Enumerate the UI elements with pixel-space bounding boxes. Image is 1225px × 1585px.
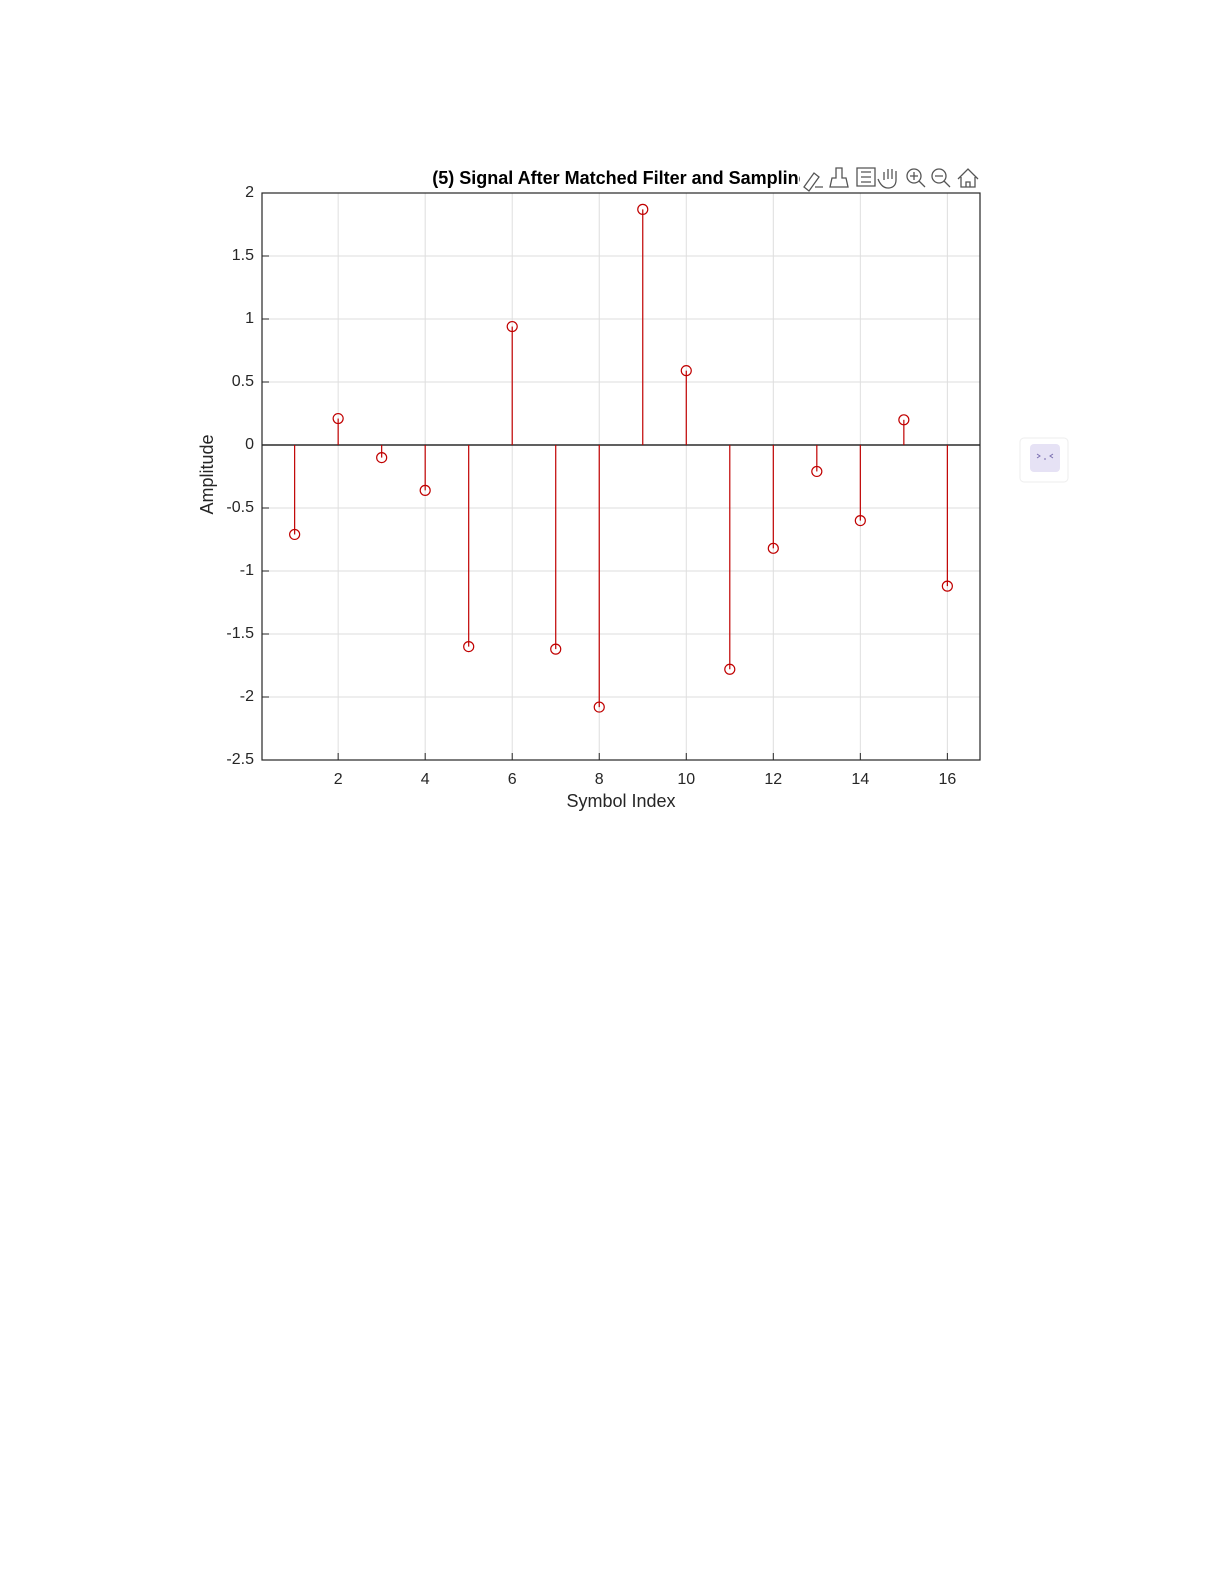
stem-marker (463, 640, 475, 653)
stem-marker (637, 203, 649, 215)
x-tick-label: 2 (334, 771, 343, 788)
widget-button[interactable] (1030, 444, 1060, 472)
y-tick-label: -1 (240, 562, 254, 579)
stem-marker (724, 663, 736, 675)
x-tick-label: 8 (595, 771, 604, 788)
legend-icon[interactable] (856, 167, 876, 187)
x-tick-label: 12 (764, 771, 782, 788)
x-tick-label: 4 (421, 771, 430, 788)
y-tick-label: 2 (245, 184, 254, 201)
widget-glyph (1036, 453, 1054, 460)
brush-icon[interactable] (803, 172, 823, 192)
axes-box (261, 192, 981, 761)
toolbar[interactable] (800, 164, 982, 192)
y-tick-label: -0.5 (226, 499, 254, 516)
zoom-in-icon[interactable] (906, 168, 922, 184)
zoom-out-mark (935, 175, 951, 188)
stem-marker (767, 542, 779, 554)
stem-marker (289, 528, 301, 541)
plot: -2.5 -2 -1.5 -1 -0.5 0 0.5 1 1.5 2 2 4 6 8 10 12 14 16 Sym… (197, 184, 981, 811)
x-tick-label: 16 (938, 771, 956, 788)
x-tick-label: 10 (677, 771, 695, 788)
y-tick-label: 1 (245, 310, 254, 327)
chart-title: (5) Signal After Matched Filter and Samp… (432, 168, 809, 188)
pan-icon[interactable] (877, 169, 897, 189)
zoom-in-mark (910, 172, 926, 188)
stem-marker (593, 701, 605, 713)
plot-area (262, 193, 980, 760)
data-tip-icon[interactable] (829, 167, 849, 188)
stem-marker (419, 484, 431, 496)
zoom-out-icon[interactable] (931, 168, 947, 184)
stem-marker (898, 414, 910, 426)
x-tick-label: 14 (851, 771, 869, 788)
y-tick-label: 1.5 (232, 247, 254, 264)
stem-marker (332, 412, 344, 425)
y-tick-label: -2 (240, 688, 254, 705)
y-tick-label: -1.5 (226, 625, 254, 642)
stem-marker (941, 580, 953, 592)
y-tick-label: -2.5 (226, 751, 254, 768)
stem-marker (506, 320, 518, 333)
y-axis-label: Amplitude (197, 434, 217, 514)
home-icon[interactable] (957, 168, 979, 188)
y-tick-label: 0 (245, 436, 254, 453)
x-tick-label: 6 (508, 771, 517, 788)
y-tick-label: 0.5 (232, 373, 254, 390)
stem-marker (550, 643, 562, 655)
x-axis-label: Symbol Index (566, 791, 675, 811)
stem-marker (680, 365, 692, 377)
stem-marker (854, 514, 866, 527)
stem-marker (376, 452, 388, 464)
stem-marker (811, 465, 823, 478)
side-widget[interactable] (1019, 437, 1069, 483)
